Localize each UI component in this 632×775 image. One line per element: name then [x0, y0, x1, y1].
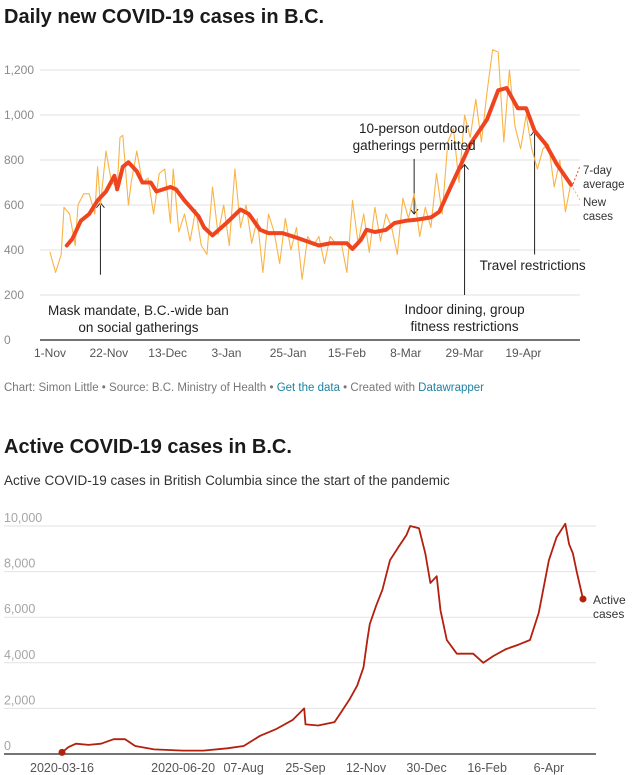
x-tick-label: 2020-03-16: [30, 761, 94, 775]
x-tick-label: 19-Apr: [505, 346, 541, 360]
x-tick-label: 6-Apr: [534, 761, 565, 775]
x-tick-label: 13-Dec: [148, 346, 187, 360]
x-tick-label: 30-Dec: [406, 761, 446, 775]
y-tick-label: 400: [4, 243, 24, 257]
x-tick-label: 25-Jan: [270, 346, 307, 360]
x-tick-label: 29-Mar: [446, 346, 484, 360]
series-label-active-cases: Active: [593, 593, 626, 607]
chart-source: Source: B.C. Ministry of Health: [109, 382, 267, 394]
y-tick-label: 8,000: [4, 557, 35, 571]
y-tick-label: 10,000: [4, 511, 42, 525]
created-with-label: Created with: [350, 382, 415, 394]
end-point-marker: [579, 595, 587, 603]
series-label-average: 7-day: [583, 165, 612, 177]
y-tick-label: 0: [4, 739, 11, 753]
y-tick-label: 1,000: [4, 108, 34, 122]
x-tick-label: 1-Nov: [34, 346, 66, 360]
series-label-new-cases: New: [583, 197, 607, 209]
y-tick-label: 1,200: [4, 63, 34, 77]
start-point-marker: [58, 748, 66, 756]
datawrapper-link[interactable]: Datawrapper: [418, 382, 485, 394]
x-tick-label: 2020-06-20: [151, 761, 215, 775]
new-cases-line: [49, 49, 572, 280]
y-tick-label: 0: [4, 333, 11, 347]
active-cases-line: [61, 522, 584, 754]
annotation-text: Mask mandate, B.C.-wide ban: [48, 303, 229, 318]
chart-credit: Chart: Simon Little: [4, 382, 99, 394]
x-tick-label: 3-Jan: [211, 346, 241, 360]
x-tick-label: 22-Nov: [89, 346, 128, 360]
chart-subtitle: Active COVID-19 cases in British Columbi…: [4, 473, 450, 488]
label-connector: [572, 165, 581, 185]
arrowhead-icon: [460, 163, 469, 170]
x-tick-label: 12-Nov: [346, 761, 387, 775]
chart-title-daily-cases: Daily new COVID-19 cases in B.C.: [4, 6, 325, 28]
chart-footer: Chart: Simon Little • Source: B.C. Minis…: [4, 382, 485, 394]
series-label-average: average: [583, 179, 625, 191]
y-tick-label: 200: [4, 288, 24, 302]
y-tick-label: 2,000: [4, 693, 35, 707]
series-label-new-cases: cases: [583, 211, 613, 223]
chart-title-active-cases: Active COVID-19 cases in B.C.: [4, 436, 292, 458]
seven-day-average-line: [64, 86, 573, 251]
x-tick-label: 25-Sep: [285, 761, 325, 775]
x-tick-label: 8-Mar: [390, 346, 421, 360]
series-label-active-cases: cases: [593, 607, 624, 621]
label-connector: [572, 187, 581, 201]
annotation-text: Indoor dining, group: [405, 302, 525, 317]
x-tick-label: 07-Aug: [223, 761, 263, 775]
x-tick-label: 16-Feb: [467, 761, 507, 775]
y-tick-label: 4,000: [4, 648, 35, 662]
x-tick-label: 15-Feb: [328, 346, 366, 360]
y-tick-label: 800: [4, 153, 24, 167]
annotation-text: fitness restrictions: [411, 319, 519, 334]
annotation-text: Travel restrictions: [480, 258, 586, 273]
annotation-text: 10-person outdoor: [359, 121, 470, 136]
y-tick-label: 600: [4, 198, 24, 212]
get-the-data-link[interactable]: Get the data: [276, 382, 340, 394]
daily-cases-chart: 0 200 400 600 800 1,000 1,200 1-Nov 22-Nov 13-Dec…: [4, 49, 625, 360]
y-tick-label: 6,000: [4, 602, 35, 616]
annotation-text: on social gatherings: [78, 320, 198, 335]
annotation-text: gatherings permitted: [353, 138, 476, 153]
